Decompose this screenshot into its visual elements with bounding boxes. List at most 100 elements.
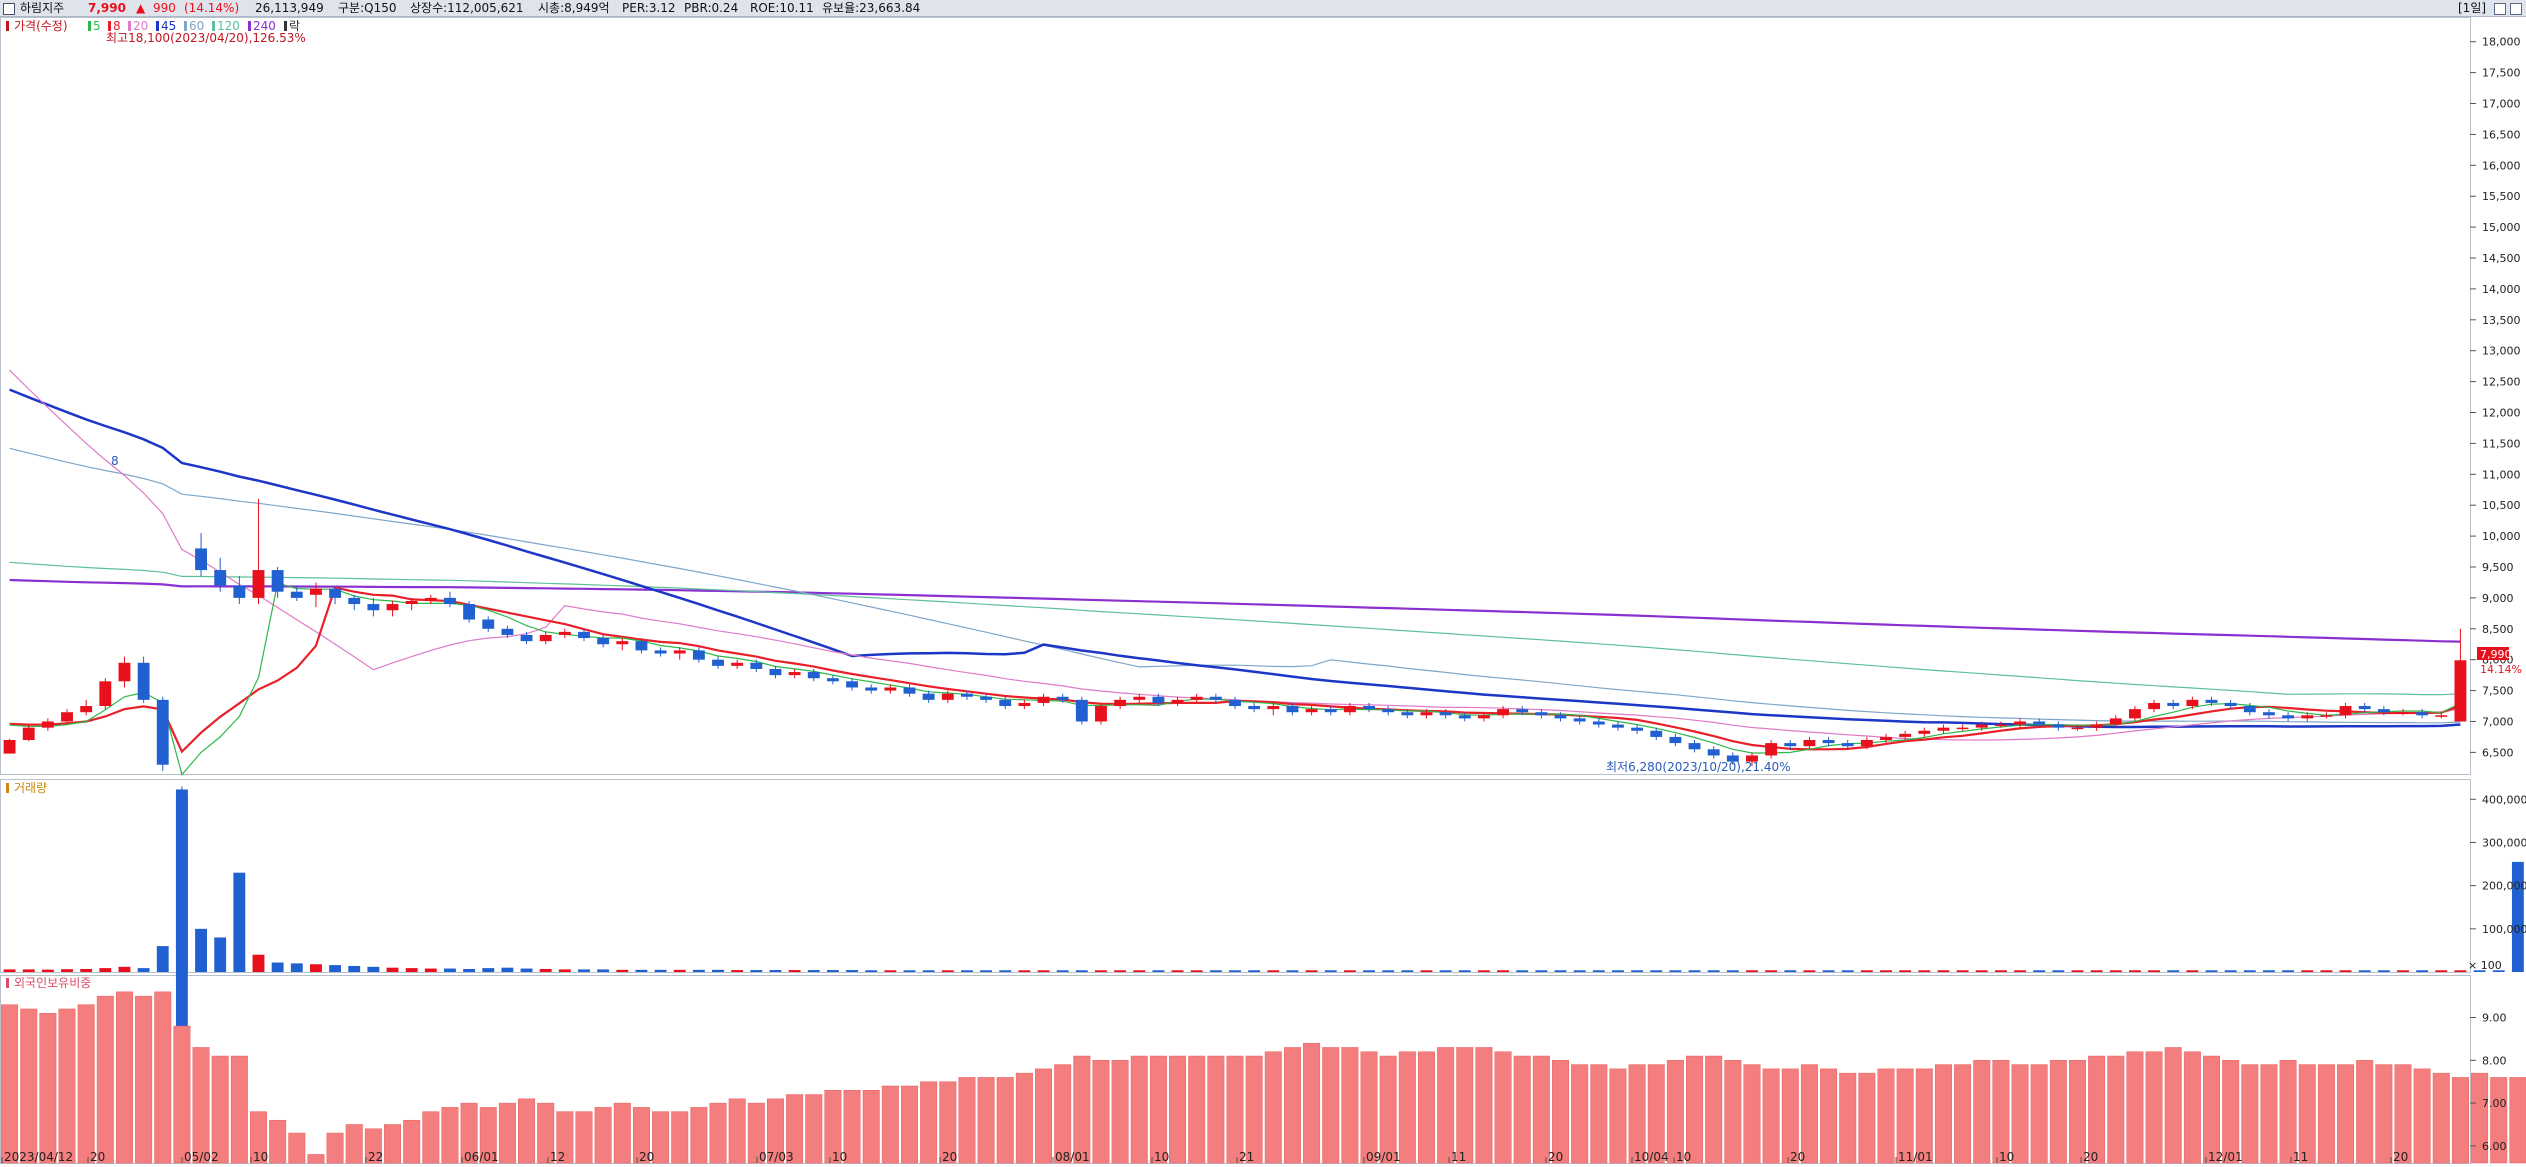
candle-body: [1190, 696, 1203, 700]
ma45-line: [9, 388, 2461, 729]
volume-bar: [769, 970, 782, 972]
foreign-ratio-bar: [1226, 1055, 1244, 1164]
candle-body: [1765, 743, 1778, 756]
foreign-ratio-bar: [613, 1102, 631, 1164]
ma5-line: [9, 582, 2461, 776]
price-axis-label: 7,500: [2482, 685, 2514, 698]
candle-body: [692, 650, 705, 660]
up-arrow-icon: ▲: [136, 1, 146, 15]
price-axis-label: 13,500: [2482, 314, 2521, 327]
candle-body: [309, 588, 322, 595]
candle-body: [673, 650, 686, 654]
volume-bar: [463, 968, 476, 972]
foreign-ratio-bar: [2068, 1060, 2086, 1164]
foreign-ratio-bar: [1820, 1068, 1838, 1164]
candle-body: [2071, 727, 2084, 730]
volume-bar: [1822, 970, 1835, 972]
foreign-ratio-bar: [250, 1111, 267, 1164]
candle-body: [2358, 706, 2371, 710]
foreign-ratio-bar: [862, 1090, 880, 1164]
price-axis-label: 13,000: [2482, 345, 2521, 358]
volume-bar: [1880, 970, 1892, 972]
candle-body: [1305, 709, 1318, 713]
foreign-ratio-bar: [2183, 1051, 2201, 1164]
candle-body: [1075, 699, 1088, 722]
foreign-ratio-bar: [230, 1055, 248, 1164]
candle-body: [41, 721, 54, 728]
candle-body: [156, 699, 169, 765]
candle-body: [1152, 696, 1165, 703]
high-price-note: 최고18,100(2023/04/20),126.53%: [106, 31, 306, 45]
volume-bar: [788, 970, 801, 972]
period-button[interactable]: [1일]: [2458, 1, 2487, 15]
candle-body: [1841, 743, 1854, 747]
candle-body: [807, 672, 820, 679]
volume-bar: [1075, 970, 1088, 972]
candle-body: [1592, 721, 1605, 725]
foreign-ratio-bar: [1456, 1047, 1474, 1164]
foreign-ratio-bar: [556, 1111, 574, 1164]
volume-bar: [1209, 970, 1222, 972]
foreign-ratio-bar: [1762, 1068, 1780, 1164]
foreign-ratio-bar: [2298, 1064, 2316, 1164]
candle-body: [1669, 736, 1682, 744]
listed-shares: 상장수:112,005,621: [410, 1, 524, 15]
candle-body: [329, 588, 342, 598]
foreign-ratio-bar: [2126, 1051, 2144, 1164]
volume-bar: [2263, 970, 2275, 972]
foreign-ratio-bar: [96, 995, 114, 1164]
foreign-ratio-bar: [58, 1008, 76, 1164]
candle-body: [1248, 706, 1261, 710]
foreign-ratio-bar: [1724, 1060, 1742, 1164]
x-axis-label: 20: [1790, 1150, 1805, 1164]
foreign-ratio-bar: [2356, 1060, 2374, 1164]
volume-bar: [2109, 970, 2122, 972]
foreign-ratio-bar: [1705, 1055, 1723, 1164]
foreign-ratio-bar: [2471, 1072, 2489, 1164]
foreign-ratio-bar: [881, 1085, 899, 1164]
price-axis-label: 15,500: [2482, 190, 2521, 203]
candle-body: [2454, 660, 2467, 722]
candle-body: [941, 693, 954, 700]
foreign-ratio-bar: [1149, 1055, 1167, 1164]
x-axis-label: 12/01: [2208, 1150, 2243, 1164]
candle-body: [1037, 696, 1050, 703]
candle-body: [137, 662, 150, 700]
volume-bar: [1152, 970, 1165, 972]
foreign-ratio-bar: [2145, 1051, 2163, 1164]
stock-header-bar: 하림지주 7,990 ▲ 990 (14.14%) 26,113,949 구분:…: [0, 0, 2526, 17]
candle-body: [1477, 715, 1490, 719]
candle-body: [635, 641, 648, 651]
maximize-button[interactable]: [2510, 3, 2522, 15]
ma-legend-marker: [184, 21, 187, 31]
x-axis-label: 2023/04/12: [4, 1150, 73, 1164]
volume-bar: [635, 969, 648, 972]
candle-body: [1746, 755, 1758, 762]
foreign-ratio-bar: [632, 1107, 650, 1164]
candle-body: [826, 678, 839, 682]
ma-legend-label: 45: [161, 19, 176, 33]
x-axis-label: 12: [550, 1150, 565, 1164]
candle-body: [1056, 696, 1069, 700]
candle-body: [999, 699, 1012, 707]
candle-body: [1880, 736, 1892, 741]
volume-bar: [1497, 970, 1509, 972]
price-axis-label: 14,500: [2482, 252, 2521, 265]
minimize-button[interactable]: [2494, 3, 2506, 15]
foreign-ratio-bar: [1073, 1055, 1091, 1164]
volume-bar: [99, 968, 112, 972]
foreign-ratio-bar: [575, 1111, 593, 1164]
foreign-ratio-bar: [2088, 1055, 2106, 1164]
x-axis-label: 09/01: [1366, 1150, 1401, 1164]
volume-bar: [1669, 970, 1682, 972]
foreign-ratio-bar: [1973, 1060, 1991, 1164]
volume-bar: [2090, 970, 2103, 972]
volume-bar: [750, 970, 763, 972]
volume-bar: [922, 970, 935, 972]
select-checkbox[interactable]: [3, 3, 15, 15]
volume-bar: [1190, 970, 1203, 972]
volume-bar: [1401, 970, 1414, 972]
foreign-ratio-bar: [460, 1102, 478, 1164]
volume-bar: [941, 970, 954, 972]
ma-legend-label: 240: [253, 19, 276, 33]
